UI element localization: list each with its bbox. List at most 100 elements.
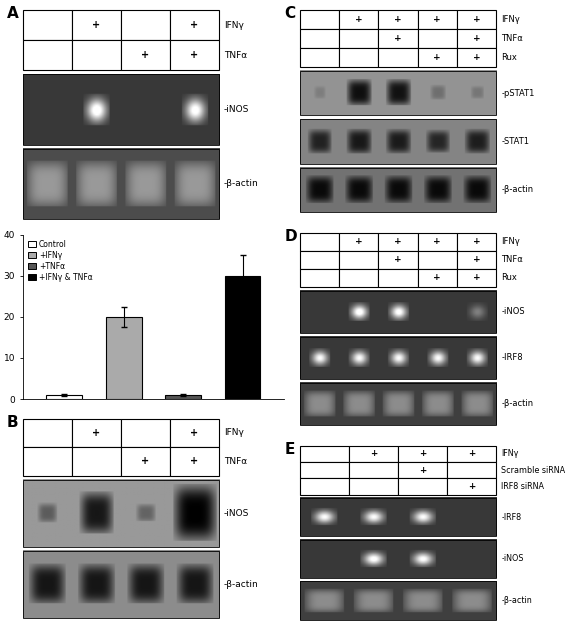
Bar <box>378 29 417 48</box>
Bar <box>447 446 496 462</box>
Bar <box>417 233 457 251</box>
Text: -β-actin: -β-actin <box>501 399 534 408</box>
Text: +: + <box>355 237 362 246</box>
Bar <box>339 29 378 48</box>
Text: +: + <box>190 21 198 31</box>
Bar <box>349 462 398 479</box>
Bar <box>170 419 219 447</box>
Text: -iNOS: -iNOS <box>224 105 249 114</box>
Bar <box>46 395 82 399</box>
Bar <box>166 395 201 399</box>
Bar <box>23 551 219 618</box>
Text: -iNOS: -iNOS <box>501 308 525 316</box>
Bar <box>300 446 349 462</box>
Bar <box>23 447 71 475</box>
Bar <box>447 462 496 479</box>
Bar <box>225 276 260 399</box>
Bar <box>300 291 496 333</box>
Text: +: + <box>190 50 198 60</box>
Bar <box>417 251 457 269</box>
Text: -β-actin: -β-actin <box>501 185 534 194</box>
Bar <box>23 74 219 145</box>
Bar <box>300 479 349 495</box>
Text: IFNγ: IFNγ <box>501 16 520 24</box>
Text: +: + <box>472 34 480 43</box>
Bar <box>398 479 447 495</box>
Bar <box>339 11 378 29</box>
Bar <box>300 119 496 163</box>
Bar <box>106 317 142 399</box>
Text: +: + <box>468 482 475 491</box>
Text: -β-actin: -β-actin <box>224 580 259 588</box>
Text: TNFα: TNFα <box>501 255 523 265</box>
Text: -IRF8: -IRF8 <box>501 353 523 363</box>
Bar <box>417 29 457 48</box>
Bar <box>121 447 170 475</box>
Bar <box>378 11 417 29</box>
Bar <box>378 48 417 67</box>
Text: IRF8 siRNA: IRF8 siRNA <box>501 482 544 491</box>
Bar <box>378 251 417 269</box>
Bar <box>300 29 339 48</box>
Bar <box>339 48 378 67</box>
Text: -IRF8: -IRF8 <box>501 513 521 522</box>
Bar <box>23 419 71 447</box>
Bar <box>23 149 219 219</box>
Bar <box>170 11 219 41</box>
Bar <box>300 269 339 287</box>
Text: TNFα: TNFα <box>501 34 523 43</box>
Text: +: + <box>92 21 100 31</box>
Bar <box>339 269 378 287</box>
Text: Rux: Rux <box>501 53 517 62</box>
Bar <box>300 337 496 379</box>
Text: +: + <box>355 16 362 24</box>
Legend: Control, +IFNγ, +TNFα, +IFNγ & TNFα: Control, +IFNγ, +TNFα, +IFNγ & TNFα <box>27 238 94 283</box>
Text: +: + <box>394 237 401 246</box>
Text: IFNγ: IFNγ <box>501 449 519 458</box>
Text: Rux: Rux <box>501 273 517 283</box>
Bar <box>300 582 496 620</box>
Text: B: B <box>7 414 19 429</box>
Bar <box>300 11 339 29</box>
Text: -β-actin: -β-actin <box>501 596 532 605</box>
Bar <box>457 48 496 67</box>
Text: -STAT1: -STAT1 <box>501 137 529 146</box>
Text: +: + <box>433 53 441 62</box>
Bar <box>457 29 496 48</box>
Text: E: E <box>284 442 294 457</box>
Text: D: D <box>284 229 297 244</box>
Bar <box>300 251 339 269</box>
Text: +: + <box>190 428 198 438</box>
Text: +: + <box>433 273 441 283</box>
Text: IFNγ: IFNγ <box>224 21 244 30</box>
Bar <box>300 462 349 479</box>
Bar <box>300 233 339 251</box>
Bar <box>121 41 170 70</box>
Bar <box>417 11 457 29</box>
Bar <box>71 41 121 70</box>
Bar <box>300 383 496 425</box>
Text: +: + <box>433 237 441 246</box>
Text: +: + <box>472 53 480 62</box>
Bar <box>339 251 378 269</box>
Bar <box>339 233 378 251</box>
Bar <box>300 540 496 578</box>
Text: C: C <box>284 6 295 21</box>
Bar <box>300 71 496 115</box>
Text: +: + <box>394 16 401 24</box>
Bar <box>300 168 496 212</box>
Bar <box>457 233 496 251</box>
Bar <box>121 11 170 41</box>
Bar <box>417 269 457 287</box>
Text: +: + <box>472 16 480 24</box>
Text: +: + <box>468 449 475 458</box>
Text: +: + <box>472 255 480 265</box>
Bar <box>170 41 219 70</box>
Y-axis label: Relative iNOS mRNA
level: Relative iNOS mRNA level <box>0 271 1 363</box>
Bar <box>23 480 219 547</box>
Bar <box>398 446 447 462</box>
Text: +: + <box>370 449 377 458</box>
Bar <box>121 419 170 447</box>
Bar <box>349 446 398 462</box>
Text: TNFα: TNFα <box>224 457 247 466</box>
